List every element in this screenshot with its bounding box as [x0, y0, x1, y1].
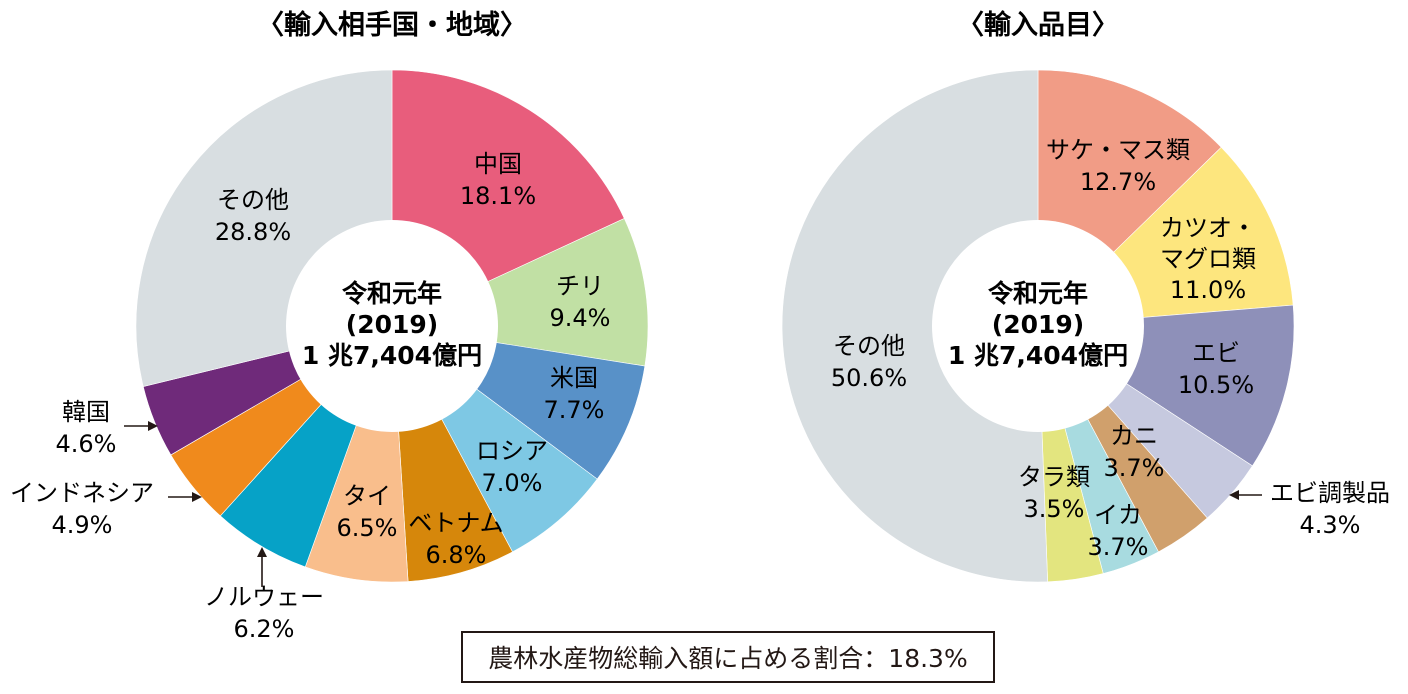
slice-value-0-1: 9.4% — [550, 304, 611, 332]
slice-label-1-4: カニ — [1110, 422, 1158, 450]
center-year-number-countries: (2019) — [346, 310, 438, 339]
arrowhead-shrimp-products — [1229, 490, 1239, 500]
slice-value-0-7: 4.9% — [52, 511, 113, 539]
slice-value-0-8: 4.6% — [56, 430, 117, 458]
donut-hole-items — [932, 220, 1144, 432]
chart-title-countries: 〈輸入相手国・地域〉 — [257, 9, 527, 41]
slice-value-0-2: 7.7% — [544, 396, 605, 424]
share-note-text: 農林水産物総輸入額に占める割合：18.3% — [488, 644, 968, 673]
slice-value-0-6: 6.2% — [234, 615, 295, 643]
center-total-items: 1 兆7,404億円 — [948, 341, 1128, 370]
slice-label-1-5: イカ — [1094, 501, 1142, 529]
slice-value-0-4: 6.8% — [426, 541, 487, 569]
chart-title-items: 〈輸入品目〉 — [957, 9, 1119, 41]
slice-label-0-9: その他 — [217, 186, 289, 214]
slice-label-0-1: チリ — [556, 272, 604, 300]
slice-label-0-8: 韓国 — [62, 398, 110, 426]
share-note-box: 農林水産物総輸入額に占める割合：18.3% — [461, 631, 995, 683]
slice-label-1-7: その他 — [833, 332, 905, 360]
slice-value-1-4: 3.7% — [1104, 454, 1165, 482]
center-year-countries: 令和元年 — [342, 279, 442, 308]
center-year-number-items: (2019) — [992, 310, 1084, 339]
slice-label-1-3: エビ調製品 — [1270, 479, 1390, 507]
slice-value-1-7: 50.6% — [831, 364, 907, 392]
slice-label-0-3: ロシア — [476, 437, 548, 465]
slice-label-0-6: ノルウェー — [204, 583, 324, 611]
slice-value-0-5: 6.5% — [337, 514, 398, 542]
donut-chart-countries: 〈輸入相手国・地域〉 令和元年 (2019) 1 兆7,404億円 中国 18.1… — [10, 9, 649, 643]
slice-label-0-0: 中国 — [474, 150, 522, 178]
slice-value-1-2: 10.5% — [1178, 371, 1254, 399]
slice-value-1-6: 3.5% — [1024, 495, 1085, 523]
leader-arrows — [124, 421, 1262, 587]
slice-label-0-2: 米国 — [550, 364, 598, 392]
slice-value-1-1: 11.0% — [1170, 276, 1246, 304]
slice-label-1-1-b: マグロ類 — [1160, 245, 1256, 273]
donut-chart-items: 〈輸入品目〉 令和元年 (2019) 1 兆7,404億円 サケ・マス類 12.7… — [781, 9, 1390, 583]
arrowhead-indonesia — [192, 492, 202, 502]
slice-label-1-6: タラ類 — [1018, 463, 1090, 491]
arrowhead-norway — [257, 547, 267, 557]
slice-value-0-0: 18.1% — [460, 182, 536, 210]
slice-1-7 — [781, 69, 1048, 583]
slice-value-0-3: 7.0% — [482, 469, 543, 497]
slice-label-0-7: インドネシア — [10, 479, 154, 507]
slice-label-0-5: タイ — [343, 482, 391, 510]
center-total-countries: 1 兆7,404億円 — [302, 341, 482, 370]
slice-label-0-4: ベトナム — [408, 509, 503, 537]
slice-value-0-9: 28.8% — [215, 218, 291, 246]
slice-value-1-3: 4.3% — [1300, 511, 1361, 539]
slice-label-1-0: サケ・マス類 — [1046, 136, 1190, 164]
donut-hole-countries — [286, 220, 498, 432]
arrowhead-korea — [148, 421, 158, 431]
slice-value-1-5: 3.7% — [1088, 533, 1149, 561]
slice-label-1-2: エビ — [1192, 339, 1240, 367]
slice-label-1-1-a: カツオ・ — [1160, 214, 1256, 242]
slice-value-1-0: 12.7% — [1080, 168, 1156, 196]
center-year-items: 令和元年 — [988, 279, 1088, 308]
